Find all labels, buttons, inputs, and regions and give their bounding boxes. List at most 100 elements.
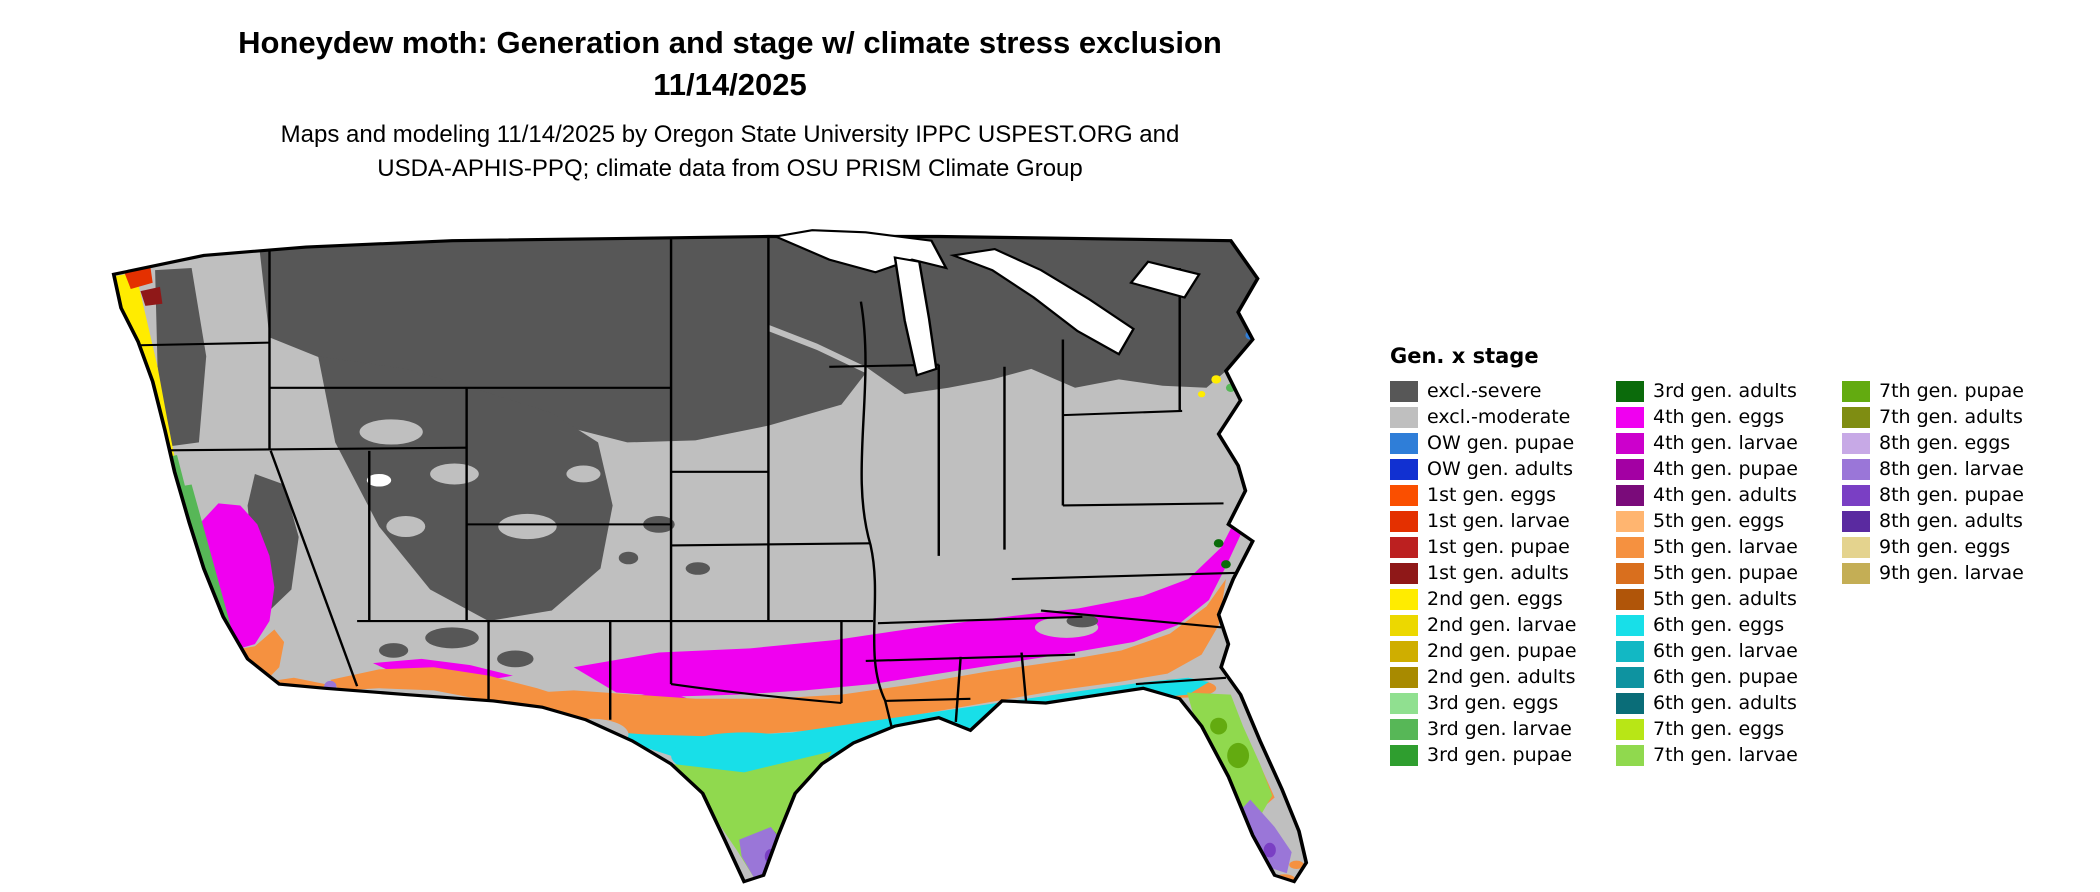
legend-swatch (1616, 380, 1644, 402)
legend-label: 8th gen. pupae (1879, 484, 2024, 506)
legend-label: 3rd gen. pupae (1427, 744, 1573, 766)
legend-col: 3rd gen. adults 4th gen. eggs 4th gen. lar… (1616, 380, 1842, 770)
legend-swatch (1616, 458, 1644, 480)
legend-swatch (1390, 692, 1418, 714)
legend-label: 6th gen. eggs (1653, 614, 1785, 636)
legend-swatch (1390, 640, 1418, 662)
legend-row: 2nd gen. pupae (1390, 640, 1616, 662)
legend-label: 7th gen. larvae (1653, 744, 1798, 766)
legend-label: 6th gen. pupae (1653, 666, 1798, 688)
legend-label: excl.-moderate (1427, 406, 1571, 428)
legend-swatch (1390, 562, 1418, 584)
legend-label: 4th gen. adults (1653, 484, 1797, 506)
legend-swatch (1616, 588, 1644, 610)
page-title-date: 11/14/2025 (653, 67, 807, 102)
legend: Gen. x stage excl.-severe excl.-moderate O… (1390, 344, 2024, 770)
legend-label: 2nd gen. eggs (1427, 588, 1563, 610)
legend-row: 2nd gen. larvae (1390, 614, 1616, 636)
legend-row: 2nd gen. eggs (1390, 588, 1616, 610)
legend-row: 8th gen. eggs (1842, 432, 2024, 454)
subtitle-line-1: Maps and modeling 11/14/2025 by Oregon S… (280, 121, 1180, 148)
legend-row: 6th gen. adults (1616, 692, 1842, 714)
region-3rd-gen-adults (1213, 539, 1231, 569)
legend-label: 5th gen. pupae (1653, 562, 1798, 584)
subtitle-line-2: USDA-APHIS-PPQ; climate data from OSU PR… (377, 155, 1083, 182)
region-8th-gen-pupae (764, 842, 1276, 864)
legend-swatch (1616, 744, 1644, 766)
legend-label: 1st gen. eggs (1427, 484, 1557, 506)
legend-swatch (1842, 562, 1870, 584)
legend-label: 1st gen. pupae (1427, 536, 1570, 558)
legend-row: 2nd gen. adults (1390, 666, 1616, 688)
subtitle: Maps and modeling 11/14/2025 by Oregon S… (140, 118, 1320, 186)
legend-swatch (1616, 406, 1644, 428)
legend-swatch (1616, 432, 1644, 454)
legend-row: 3rd gen. adults (1616, 380, 1842, 402)
legend-row: 1st gen. eggs (1390, 484, 1616, 506)
legend-swatch (1390, 406, 1418, 428)
legend-label: 3rd gen. larvae (1427, 718, 1572, 740)
legend-row: 8th gen. larvae (1842, 458, 2024, 480)
legend-row: 3rd gen. pupae (1390, 744, 1616, 766)
legend-label: 9th gen. eggs (1879, 536, 2011, 558)
legend-swatch (1842, 510, 1870, 532)
legend-swatch (1390, 666, 1418, 688)
legend-row: 7th gen. eggs (1616, 718, 1842, 740)
legend-label: 1st gen. larvae (1427, 510, 1570, 532)
legend-label: 2nd gen. pupae (1427, 640, 1577, 662)
legend-swatch (1390, 744, 1418, 766)
legend-row: excl.-severe (1390, 380, 1616, 402)
legend-row: 9th gen. larvae (1842, 562, 2024, 584)
legend-col: excl.-severe excl.-moderate OW gen. pupae O… (1390, 380, 1616, 770)
legend-row: 6th gen. eggs (1616, 614, 1842, 636)
legend-swatch (1616, 640, 1644, 662)
legend-label: 5th gen. adults (1653, 588, 1797, 610)
legend-label: 8th gen. larvae (1879, 458, 2024, 480)
legend-swatch (1390, 588, 1418, 610)
great-lakes (771, 229, 1201, 377)
great-salt-lake (366, 473, 392, 487)
legend-label: 6th gen. larvae (1653, 640, 1798, 662)
legend-swatch (1842, 380, 1870, 402)
legend-swatch (1616, 614, 1644, 636)
legend-row: 1st gen. pupae (1390, 536, 1616, 558)
legend-label: 7th gen. eggs (1653, 718, 1785, 740)
legend-row: OW gen. adults (1390, 458, 1616, 480)
legend-label: 6th gen. adults (1653, 692, 1797, 714)
legend-swatch (1390, 484, 1418, 506)
legend-label: 8th gen. adults (1879, 510, 2023, 532)
legend-label: 1st gen. adults (1427, 562, 1569, 584)
legend-row: 1st gen. larvae (1390, 510, 1616, 532)
legend-swatch (1842, 432, 1870, 454)
legend-row: 8th gen. adults (1842, 510, 2024, 532)
legend-row: 1st gen. adults (1390, 562, 1616, 584)
us-map-svg (111, 229, 1309, 884)
legend-label: 8th gen. eggs (1879, 432, 2011, 454)
legend-swatch (1390, 718, 1418, 740)
legend-swatch (1616, 666, 1644, 688)
legend-swatch (1390, 380, 1418, 402)
region-3rd-gen-eggs (152, 441, 168, 452)
legend-swatch (1616, 692, 1644, 714)
legend-row: 4th gen. eggs (1616, 406, 1842, 428)
legend-title: Gen. x stage (1390, 344, 1539, 368)
legend-row: 7th gen. pupae (1842, 380, 2024, 402)
legend-row: 4th gen. larvae (1616, 432, 1842, 454)
legend-label: 5th gen. larvae (1653, 536, 1798, 558)
state-borders (113, 237, 1244, 742)
map-header: Honeydew moth: Generation and stage w/ c… (140, 22, 1320, 186)
legend-swatch (1390, 536, 1418, 558)
legend-swatch (1390, 614, 1418, 636)
legend-swatch (1842, 536, 1870, 558)
legend-swatch (1616, 718, 1644, 740)
legend-label: 3rd gen. adults (1653, 380, 1797, 402)
legend-row: 5th gen. pupae (1616, 562, 1842, 584)
legend-row: 5th gen. adults (1616, 588, 1842, 610)
legend-swatch (1616, 484, 1644, 506)
legend-row: 5th gen. eggs (1616, 510, 1842, 532)
legend-row: 4th gen. pupae (1616, 458, 1842, 480)
legend-swatch (1842, 484, 1870, 506)
page-title: Honeydew moth: Generation and stage w/ c… (238, 25, 1222, 60)
legend-swatch (1616, 562, 1644, 584)
legend-label: 2nd gen. adults (1427, 666, 1576, 688)
